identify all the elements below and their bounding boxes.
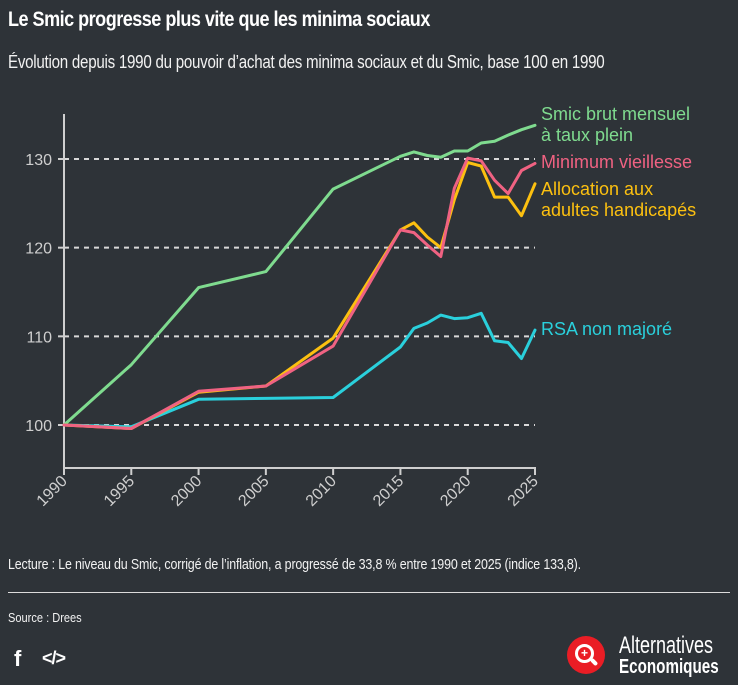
- x-tick-label: 1995: [101, 473, 138, 510]
- facebook-icon[interactable]: f: [14, 646, 22, 671]
- x-tick-label: 2015: [370, 473, 407, 510]
- chart-subtitle: Évolution depuis 1990 du pouvoir d’achat…: [8, 52, 605, 72]
- series-label: RSA non majoré: [541, 319, 672, 339]
- logo-text-line2: Economiques: [619, 656, 719, 678]
- y-tick-label: 110: [26, 329, 52, 346]
- x-tick-label: 2020: [437, 473, 474, 510]
- series-lines: [62, 123, 537, 430]
- alternatives-economiques-logo[interactable]: + Alternatives Economiques: [567, 632, 737, 680]
- divider: [8, 592, 730, 593]
- series-line-rsa-non-major-: [62, 311, 537, 429]
- series-label: Smic brut mensuel: [541, 104, 690, 124]
- x-tick-label: 2010: [303, 473, 340, 510]
- source-note: Source : Drees: [8, 610, 82, 625]
- series-label: à taux plein: [541, 125, 633, 145]
- logo-text-line1: Alternatives: [619, 632, 714, 659]
- series-label: adultes handicapés: [541, 200, 696, 220]
- x-tick-label: 1990: [34, 473, 71, 510]
- y-tick-label: 100: [25, 418, 52, 435]
- series-label: Allocation aux: [541, 179, 653, 199]
- reading-note: Lecture : Le niveau du Smic, corrigé de …: [8, 556, 581, 573]
- x-tick-label: 2025: [505, 473, 542, 510]
- magnifier-logo-icon: +: [567, 636, 605, 674]
- gridlines: [64, 158, 535, 426]
- y-tick-label: 120: [25, 241, 52, 258]
- y-tick-label: 130: [25, 152, 52, 169]
- line-chart: 100 110 120 130 1990 1995 2000 2005 2010 2015 2020…: [25, 104, 696, 510]
- series-label: Minimum vieillesse: [541, 152, 692, 172]
- chart-title: Le Smic progresse plus vite que les mini…: [8, 8, 430, 31]
- x-tick-label: 2000: [168, 473, 205, 510]
- series-line-minimum-vieillesse: [62, 156, 537, 430]
- embed-code-icon[interactable]: </>: [42, 648, 66, 668]
- series-line-smic-brut-mensuel-taux-plein: [62, 123, 537, 427]
- x-tick-label: 2005: [235, 473, 272, 510]
- series-line-allocation-aux-adultes-handicap-s: [62, 161, 537, 430]
